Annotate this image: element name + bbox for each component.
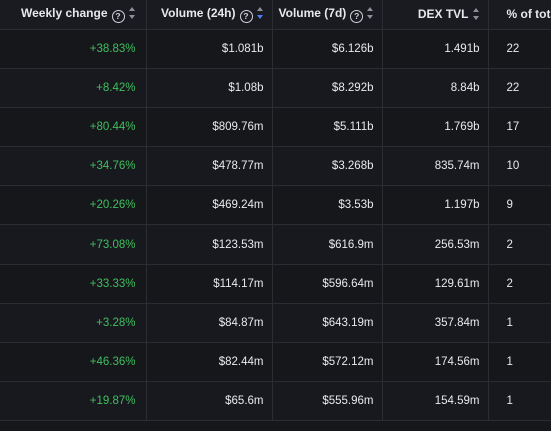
cell-pct-of-total: 10 (488, 146, 551, 187)
header-pct-of-total[interactable]: % of tota (488, 0, 551, 30)
help-circle-icon[interactable]: ? (350, 9, 364, 23)
table-row[interactable]: +34.76% $478.77m $3.268b 835.74m 10 (0, 146, 551, 187)
sort-arrows-icon[interactable] (367, 6, 374, 19)
header-label: DEX TVL (417, 7, 469, 22)
cell-pct-of-total: 1 (488, 342, 551, 383)
cell-pct-of-total: 1 (488, 381, 551, 422)
table-row[interactable]: +33.33% $114.17m $596.64m 129.61m 2 (0, 264, 551, 304)
cell-dex-tvl: 256.53m (382, 224, 489, 265)
sort-arrows-icon[interactable] (256, 6, 264, 19)
sort-arrows-icon[interactable] (128, 6, 136, 19)
cell-weekly-change: +46.36% (0, 342, 147, 383)
cell-volume-7d: $3.268b (272, 146, 383, 187)
cell-volume-7d: $8.292b (272, 68, 383, 108)
cell-weekly-change: +80.44% (0, 107, 147, 148)
cell-dex-tvl: 1.491b (382, 29, 489, 69)
cell-pct-of-total: 9 (488, 185, 551, 226)
header-label: % of tota (506, 7, 551, 22)
cell-volume-24h: $809.76m (146, 107, 273, 148)
cell-pct-of-total: 22 (488, 68, 551, 108)
cell-volume-7d: $616.9m (272, 224, 383, 265)
table-header: Weekly change? Volume (24h)? Volume (7d)… (0, 0, 551, 30)
cell-volume-24h: $478.77m (146, 146, 273, 187)
cell-weekly-change: +38.83% (0, 29, 147, 69)
table-row[interactable]: +19.87% $65.6m $555.96m 154.59m 1 (0, 381, 551, 422)
sort-arrows-icon[interactable] (472, 8, 480, 21)
cell-dex-tvl: 1.197b (382, 185, 489, 226)
cell-pct-of-total: 1 (488, 303, 551, 344)
table-body: +38.83% $1.081b $6.126b 1.491b 22 +8.42% $1.08… (0, 29, 551, 422)
header-volume-24h[interactable]: Volume (24h)? (146, 0, 273, 30)
cell-volume-24h: $469.24m (146, 185, 273, 226)
cell-volume-24h: $84.87m (146, 303, 273, 344)
cell-pct-of-total: 22 (488, 29, 551, 69)
cell-volume-24h: $1.081b (146, 29, 273, 69)
cell-volume-7d: $643.19m (272, 303, 383, 344)
cell-weekly-change: +33.33% (0, 264, 147, 304)
dex-volume-table: Weekly change? Volume (24h)? Volume (7d)… (0, 0, 551, 422)
cell-dex-tvl: 8.84b (382, 68, 489, 108)
cell-volume-7d: $555.96m (272, 381, 383, 422)
table-row[interactable]: +20.26% $469.24m $3.53b 1.197b 9 (0, 185, 551, 226)
table-row[interactable]: +38.83% $1.081b $6.126b 1.491b 22 (0, 29, 551, 69)
cell-dex-tvl: 835.74m (382, 146, 489, 187)
table-row[interactable]: +46.36% $82.44m $572.12m 174.56m 1 (0, 342, 551, 383)
help-circle-icon[interactable]: ? (111, 9, 125, 23)
cell-dex-tvl: 154.59m (382, 381, 489, 422)
header-label: Volume (24h) (161, 5, 236, 20)
cell-weekly-change: +19.87% (0, 381, 147, 422)
cell-dex-tvl: 129.61m (382, 264, 489, 304)
cell-pct-of-total: 2 (488, 224, 551, 265)
cell-volume-24h: $65.6m (146, 381, 273, 422)
header-label: Weekly change (21, 5, 108, 20)
cell-volume-24h: $114.17m (146, 264, 273, 304)
cell-pct-of-total: 17 (488, 107, 551, 148)
header-row: Weekly change? Volume (24h)? Volume (7d)… (0, 0, 551, 30)
help-circle-icon[interactable]: ? (239, 9, 253, 23)
cell-dex-tvl: 1.769b (382, 107, 489, 148)
header-weekly-change[interactable]: Weekly change? (0, 0, 147, 30)
header-label: Volume (7d) (278, 5, 347, 20)
cell-dex-tvl: 174.56m (382, 342, 489, 383)
cell-weekly-change: +8.42% (0, 68, 147, 108)
cell-weekly-change: +3.28% (0, 303, 147, 344)
header-dex-tvl[interactable]: DEX TVL (382, 0, 489, 30)
cell-weekly-change: +20.26% (0, 185, 147, 226)
cell-volume-7d: $3.53b (272, 185, 383, 226)
cell-dex-tvl: 357.84m (382, 303, 489, 344)
table-row[interactable]: +80.44% $809.76m $5.111b 1.769b 17 (0, 107, 551, 148)
cell-volume-24h: $123.53m (146, 224, 273, 265)
cell-volume-24h: $82.44m (146, 342, 273, 383)
cell-weekly-change: +34.76% (0, 146, 147, 187)
cell-volume-24h: $1.08b (146, 68, 273, 108)
cell-volume-7d: $596.64m (272, 264, 383, 304)
header-volume-7d[interactable]: Volume (7d)? (272, 0, 383, 30)
table-row[interactable]: +3.28% $84.87m $643.19m 357.84m 1 (0, 303, 551, 344)
cell-pct-of-total: 2 (488, 264, 551, 304)
table-row[interactable]: +8.42% $1.08b $8.292b 8.84b 22 (0, 68, 551, 108)
cell-weekly-change: +73.08% (0, 224, 147, 265)
cell-volume-7d: $5.111b (272, 107, 383, 148)
table-row[interactable]: +73.08% $123.53m $616.9m 256.53m 2 (0, 224, 551, 265)
cell-volume-7d: $6.126b (272, 29, 383, 69)
cell-volume-7d: $572.12m (272, 342, 383, 383)
